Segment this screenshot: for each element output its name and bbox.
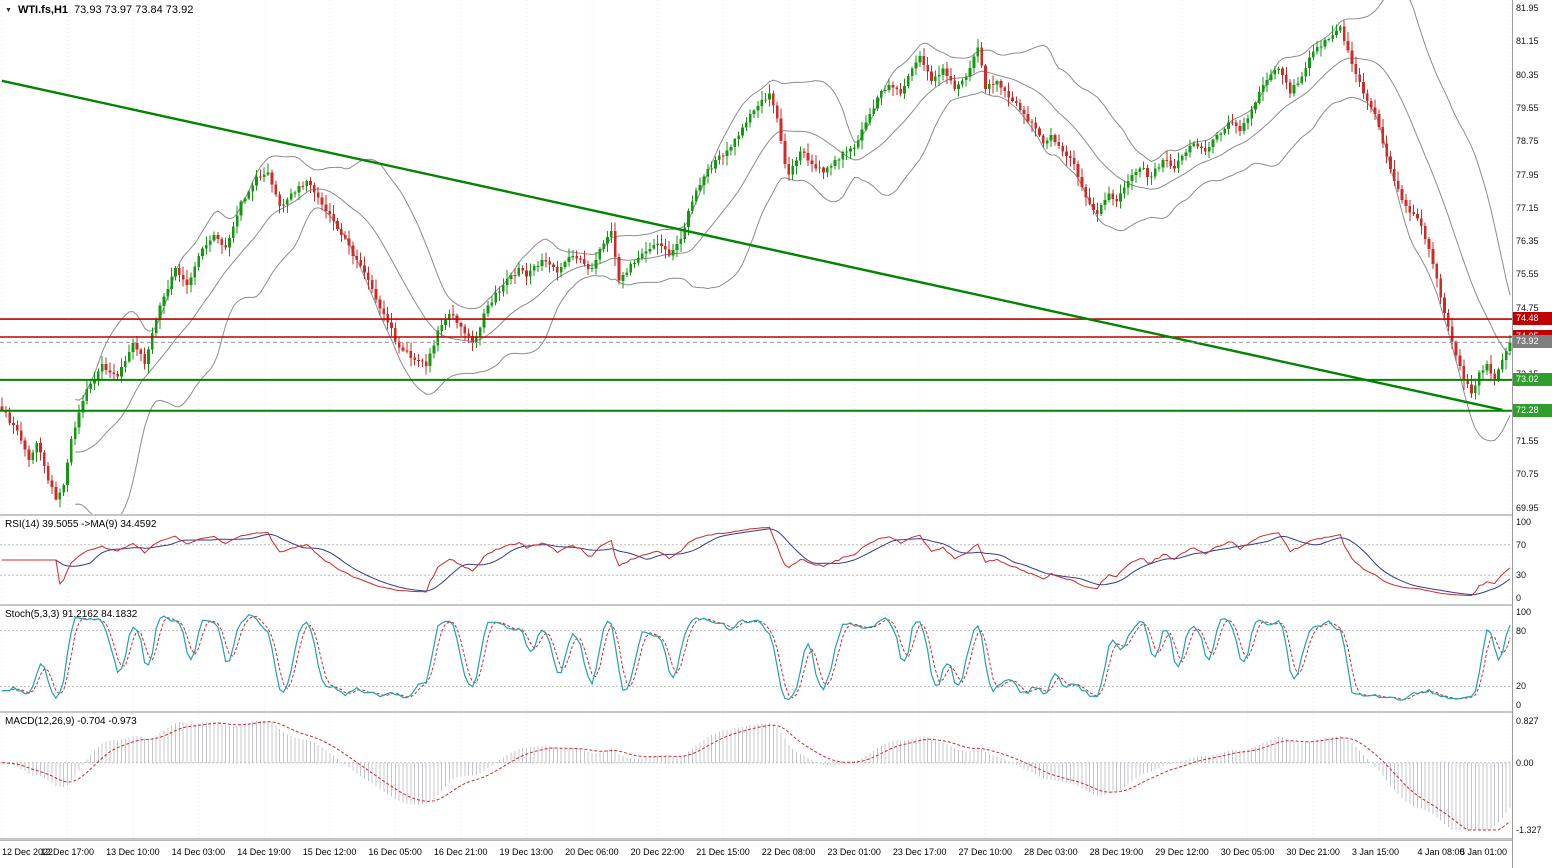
price-tick-label: 77.95 [1516, 169, 1539, 180]
time-axis-label: 23 Dec 17:00 [892, 847, 947, 857]
macd-tick-label: 0.00 [1516, 757, 1534, 768]
chevron-down-icon[interactable]: ▼ [5, 6, 12, 14]
time-axis-label: 27 Dec 10:00 [958, 847, 1013, 857]
price-chart-panel[interactable]: ▼ WTI.fs,H1 73.93 73.97 73.84 73.92 [0, 0, 1512, 514]
time-axis-label: 30 Dec 21:00 [1286, 847, 1340, 857]
price-tick-label: 76.35 [1516, 236, 1539, 247]
time-axis[interactable]: 12 Dec 2022 12 Dec 17:00 13 Dec 10:00 14 De… [0, 840, 1552, 868]
candlestick-chart[interactable] [0, 0, 1512, 514]
time-axis-label: 16 Dec 05:00 [368, 847, 422, 857]
price-axis[interactable]: 81.95 81.15 80.35 79.55 78.75 77.95 77.15 76.35… [1512, 0, 1552, 868]
price-tick-label: 74.75 [1516, 302, 1539, 313]
time-axis-label: 20 Dec 06:00 [565, 847, 619, 857]
time-axis-label: 22 Dec 08:00 [761, 847, 816, 857]
time-axis-label: 21 Dec 15:00 [696, 847, 750, 857]
time-axis-label: 5 Jan 01:00 [1460, 847, 1508, 857]
time-axis-label: 15 Dec 12:00 [302, 847, 357, 857]
price-tick-label: 80.35 [1516, 69, 1539, 80]
rsi-tick-label: 70 [1516, 539, 1527, 550]
ohlc-values: 73.93 73.97 73.84 73.92 [74, 4, 194, 16]
panel-separator[interactable] [0, 838, 1552, 840]
panel-separator[interactable] [0, 514, 1552, 516]
stochastic-chart[interactable] [0, 606, 1512, 711]
current-price-badge: 73.92 [1513, 335, 1552, 349]
stoch-tick-label: 20 [1516, 681, 1527, 692]
price-tick-label: 81.15 [1516, 36, 1539, 47]
panel-separator[interactable] [0, 604, 1552, 606]
symbol-name: WTI.fs,H1 [17, 4, 69, 16]
symbol-ohlc-label: ▼ WTI.fs,H1 73.93 73.97 73.84 73.92 [5, 4, 193, 16]
price-tick-label: 81.95 [1516, 2, 1539, 13]
macd-label: MACD(12,26,9) -0.704 -0.973 [5, 716, 137, 727]
time-axis-label: 14 Dec 03:00 [171, 847, 226, 857]
stochastic-panel[interactable]: Stoch(5,3,3) 91.2162 84.1832 [0, 606, 1512, 711]
panel-separator[interactable] [0, 711, 1552, 713]
price-tick-label: 75.55 [1516, 269, 1539, 280]
macd-chart[interactable] [0, 713, 1512, 838]
time-axis-label: 28 Dec 19:00 [1089, 847, 1144, 857]
rsi-tick-label: 100 [1516, 517, 1532, 527]
rsi-chart[interactable] [0, 516, 1512, 604]
stoch-tick-label: 0 [1516, 700, 1522, 710]
time-axis-label: 12 Dec 2022 [2, 847, 54, 857]
time-axis-label: 12 Dec 17:00 [40, 847, 95, 857]
macd-tick-label: 0.827 [1516, 716, 1539, 726]
time-axis-label: 20 Dec 22:00 [630, 847, 685, 857]
stoch-tick-label: 80 [1516, 625, 1527, 636]
support-price-badge: 72.28 [1513, 403, 1552, 417]
resistance-price-badge: 74.48 [1513, 312, 1552, 326]
price-tick-label: 69.95 [1516, 502, 1539, 513]
price-tick-label: 71.55 [1516, 436, 1539, 447]
macd-tick-label: -1.327 [1516, 825, 1542, 835]
time-axis-label: 4 Jan 08:00 [1417, 847, 1465, 857]
rsi-panel[interactable]: RSI(14) 39.5055 ->MA(9) 34.4592 [0, 516, 1512, 604]
stochastic-label: Stoch(5,3,3) 91.2162 84.1832 [5, 609, 138, 620]
price-tick-label: 70.75 [1516, 469, 1539, 480]
rsi-label: RSI(14) 39.5055 ->MA(9) 34.4592 [5, 519, 157, 530]
time-axis-label: 28 Dec 03:00 [1024, 847, 1078, 857]
support-price-badge: 73.02 [1513, 372, 1552, 386]
price-tick-label: 79.55 [1516, 102, 1539, 113]
rsi-tick-label: 0 [1516, 593, 1522, 603]
time-axis-label: 14 Dec 19:00 [237, 847, 291, 857]
time-axis-label: 19 Dec 13:00 [499, 847, 554, 857]
time-axis-label: 23 Dec 01:00 [827, 847, 881, 857]
rsi-tick-label: 30 [1516, 570, 1527, 581]
stoch-tick-label: 100 [1516, 607, 1532, 617]
price-tick-label: 78.75 [1516, 136, 1539, 147]
time-axis-label: 29 Dec 12:00 [1155, 847, 1209, 857]
time-axis-label: 16 Dec 21:00 [433, 847, 488, 857]
time-axis-label: 13 Dec 10:00 [106, 847, 160, 857]
price-tick-label: 77.15 [1516, 202, 1539, 213]
macd-panel[interactable]: MACD(12,26,9) -0.704 -0.973 [0, 713, 1512, 838]
time-axis-label: 30 Dec 05:00 [1220, 847, 1275, 857]
time-axis-label: 3 Jan 15:00 [1351, 847, 1399, 857]
